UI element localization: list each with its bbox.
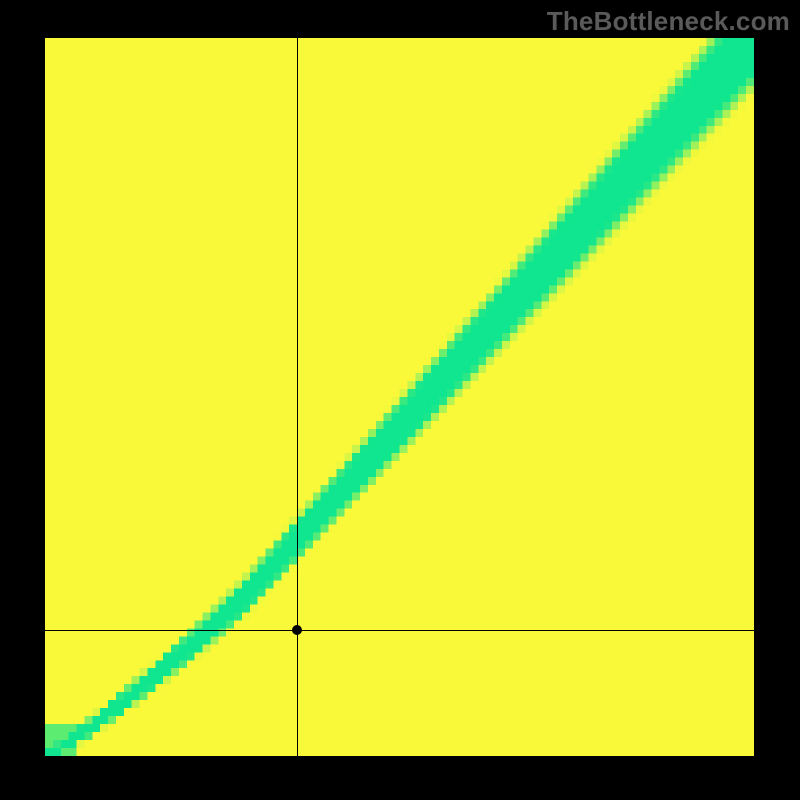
crosshair-vertical xyxy=(297,38,298,756)
heatmap-canvas xyxy=(45,38,754,756)
watermark-text: TheBottleneck.com xyxy=(547,6,790,37)
crosshair-horizontal xyxy=(45,630,754,631)
heatmap-plot xyxy=(45,38,754,756)
crosshair-marker xyxy=(292,625,302,635)
